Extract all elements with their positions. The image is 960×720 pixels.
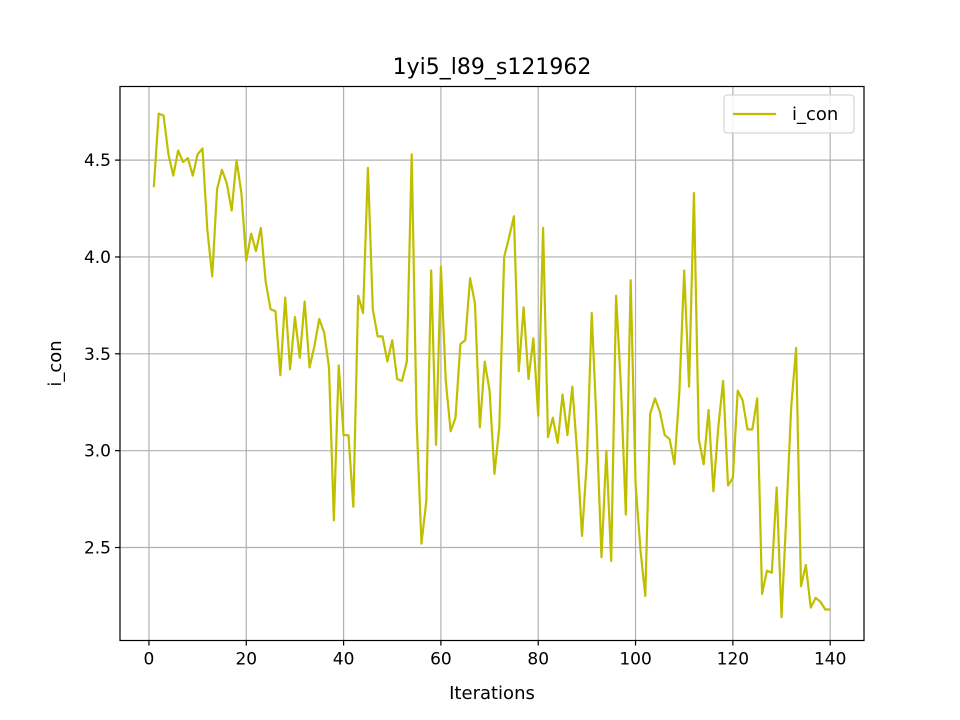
x-tick-label: 100 (619, 650, 651, 670)
x-axis: 0 20 40 60 80 100 120 140 (144, 640, 846, 670)
x-tick-label: 60 (430, 650, 452, 670)
legend-label-i-con: i_con (792, 104, 838, 125)
y-axis: 2.5 3.0 3.5 4.0 4.5 (84, 151, 120, 559)
y-tick-label: 3.0 (84, 442, 111, 462)
x-tick-label: 140 (814, 650, 846, 670)
y-tick-label: 3.5 (84, 345, 111, 365)
series-line-i-con (152, 112, 831, 619)
plot-area-frame (119, 85, 865, 642)
x-axis-label: Iterations (449, 683, 535, 704)
legend: i_con (723, 94, 855, 134)
x-tick-label: 40 (333, 650, 355, 670)
x-tick-label: 80 (527, 650, 549, 670)
y-tick-label: 2.5 (84, 539, 111, 559)
legend-box (723, 94, 855, 134)
x-tick-label: 0 (144, 650, 155, 670)
chart-title: 1yi5_l89_s121962 (393, 55, 592, 80)
y-tick-label: 4.5 (84, 151, 111, 171)
x-tick-label: 20 (235, 650, 257, 670)
y-axis-label: i_con (45, 340, 66, 386)
x-tick-label: 120 (717, 650, 749, 670)
y-tick-label: 4.0 (84, 248, 111, 268)
